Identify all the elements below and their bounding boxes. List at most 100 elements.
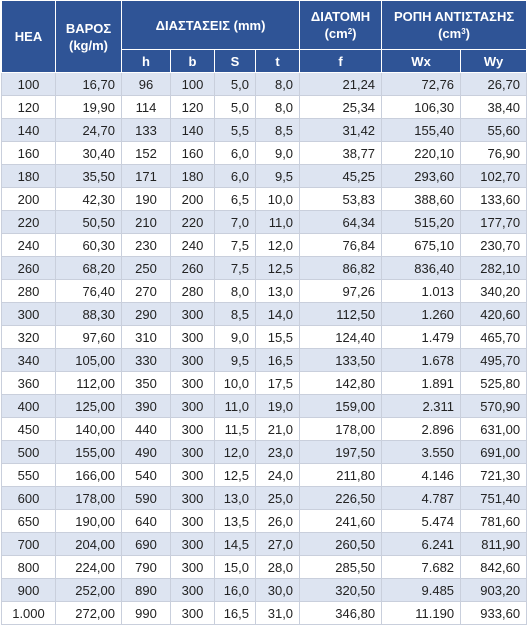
table-cell: 9,0 [255, 141, 301, 165]
table-row: 600 178,00 590 300 13,0 25,0 226,50 4.787 751,40 [1, 486, 527, 510]
table-cell: 300 [170, 463, 215, 487]
table-cell: 515,20 [381, 210, 462, 234]
table-cell: 280 [1, 279, 56, 303]
table-cell: 465,70 [460, 325, 527, 349]
table-cell: 240 [170, 233, 215, 257]
table-cell: 140 [170, 118, 215, 142]
table-cell: 1.479 [381, 325, 462, 349]
section-unit-base: (cm [324, 26, 348, 41]
table-cell: 133,50 [299, 348, 383, 372]
table-cell: 836,40 [381, 256, 462, 280]
table-row: 240 60,30 230 240 7,5 12,0 76,84 675,10 230,70 [1, 233, 527, 257]
col-header-section: ΔΙΑΤΟΜΗ (cm2) [299, 0, 383, 50]
table-cell: 282,10 [460, 256, 527, 280]
table-cell: 1.013 [381, 279, 462, 303]
table-cell: 105,00 [55, 348, 122, 372]
table-row: 700 204,00 690 300 14,5 27,0 260,50 6.241 811,90 [1, 532, 527, 556]
table-cell: 330 [121, 348, 171, 372]
table-cell: 5.474 [381, 509, 462, 533]
table-cell: 1.891 [381, 371, 462, 395]
table-cell: 9,5 [255, 164, 301, 188]
table-cell: 13,0 [214, 486, 256, 510]
table-cell: 17,5 [255, 371, 301, 395]
table-row: 260 68,20 250 260 7,5 12,5 86,82 836,40 282,10 [1, 256, 527, 280]
table-cell: 16,5 [214, 601, 256, 625]
table-cell: 171 [121, 164, 171, 188]
table-row: 900 252,00 890 300 16,0 30,0 320,50 9.485 903,20 [1, 578, 527, 602]
table-cell: 350 [121, 371, 171, 395]
section-unit-exp: 2 [347, 27, 353, 36]
col-header-hea: HEA [1, 0, 56, 73]
table-cell: 12,0 [214, 440, 256, 464]
table-cell: 102,70 [460, 164, 527, 188]
table-cell: 53,83 [299, 187, 383, 211]
table-cell: 300 [170, 394, 215, 418]
table-cell: 112,00 [55, 371, 122, 395]
table-cell: 540 [121, 463, 171, 487]
table-cell: 160 [1, 141, 56, 165]
table-row: 650 190,00 640 300 13,5 26,0 241,60 5.474 781,60 [1, 509, 527, 533]
moment-unit-close: ) [465, 26, 470, 41]
table-cell: 230 [121, 233, 171, 257]
table-cell: 13,5 [214, 509, 256, 533]
table-cell: 31,42 [299, 118, 383, 142]
table-cell: 300 [170, 325, 215, 349]
table-cell: 9,5 [214, 348, 256, 372]
table-cell: 1.000 [1, 601, 56, 625]
table-cell: 11,0 [214, 394, 256, 418]
subheader-h: h [121, 49, 171, 73]
table-cell: 388,60 [381, 187, 462, 211]
table-cell: 25,0 [255, 486, 301, 510]
table-cell: 260,50 [299, 532, 383, 556]
table-row: 360 112,00 350 300 10,0 17,5 142,80 1.891 525,80 [1, 371, 527, 395]
table-cell: 97,60 [55, 325, 122, 349]
table-cell: 8,5 [255, 118, 301, 142]
table-cell: 790 [121, 555, 171, 579]
table-cell: 106,30 [381, 95, 462, 119]
table-cell: 14,5 [214, 532, 256, 556]
weight-label: ΒΑΡΟΣ [65, 20, 112, 36]
table-cell: 224,00 [55, 555, 122, 579]
table-cell: 260 [170, 256, 215, 280]
table-cell: 252,00 [55, 578, 122, 602]
table-row: 450 140,00 440 300 11,5 21,0 178,00 2.896 631,00 [1, 417, 527, 441]
section-unit-close: ) [352, 26, 357, 41]
table-cell: 346,80 [299, 601, 383, 625]
table-cell: 38,40 [460, 95, 527, 119]
table-row: 120 19,90 114 120 5,0 8,0 25,34 106,30 38,40 [1, 95, 527, 119]
table-cell: 9.485 [381, 578, 462, 602]
table-cell: 260 [1, 256, 56, 280]
table-cell: 15,5 [255, 325, 301, 349]
table-cell: 72,76 [381, 72, 462, 96]
weight-unit: (kg/m) [69, 37, 108, 53]
table-cell: 4.787 [381, 486, 462, 510]
table-cell: 751,40 [460, 486, 527, 510]
table-cell: 360 [1, 371, 56, 395]
table-cell: 13,0 [255, 279, 301, 303]
table-row: 340 105,00 330 300 9,5 16,5 133,50 1.678 495,70 [1, 348, 527, 372]
table-cell: 60,30 [55, 233, 122, 257]
table-cell: 152 [121, 141, 171, 165]
table-cell: 180 [170, 164, 215, 188]
subheader-f: f [299, 49, 383, 73]
table-row: 100 16,70 96 100 5,0 8,0 21,24 72,76 26,70 [1, 72, 527, 96]
table-cell: 293,60 [381, 164, 462, 188]
table-cell: 3.550 [381, 440, 462, 464]
table-cell: 690 [121, 532, 171, 556]
table-cell: 300 [170, 348, 215, 372]
table-cell: 197,50 [299, 440, 383, 464]
table-row: 200 42,30 190 200 6,5 10,0 53,83 388,60 133,60 [1, 187, 527, 211]
table-cell: 495,70 [460, 348, 527, 372]
table-cell: 26,0 [255, 509, 301, 533]
subheader-wx: Wx [381, 49, 462, 73]
table-cell: 86,82 [299, 256, 383, 280]
table-cell: 11.190 [381, 601, 462, 625]
table-cell: 68,20 [55, 256, 122, 280]
table-cell: 800 [1, 555, 56, 579]
table-cell: 19,0 [255, 394, 301, 418]
table-cell: 6,0 [214, 164, 256, 188]
table-cell: 590 [121, 486, 171, 510]
table-cell: 241,60 [299, 509, 383, 533]
table-cell: 100 [1, 72, 56, 96]
table-cell: 450 [1, 417, 56, 441]
